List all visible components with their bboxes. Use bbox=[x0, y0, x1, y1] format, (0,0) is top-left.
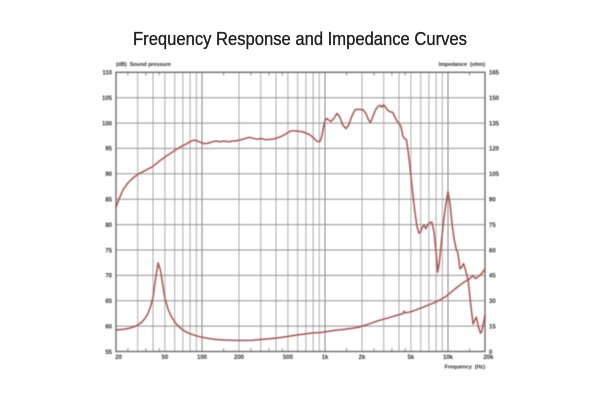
svg-text:65: 65 bbox=[105, 299, 112, 305]
svg-text:105: 105 bbox=[489, 172, 500, 178]
svg-text:110: 110 bbox=[102, 71, 112, 77]
svg-text:Impedance (ohm): Impedance (ohm) bbox=[439, 62, 485, 68]
svg-text:10k: 10k bbox=[443, 355, 454, 361]
svg-text:60: 60 bbox=[489, 248, 496, 254]
svg-text:2k: 2k bbox=[359, 355, 366, 361]
svg-text:500: 500 bbox=[283, 355, 294, 361]
svg-text:Frequency (Hz): Frequency (Hz) bbox=[444, 365, 485, 371]
svg-text:45: 45 bbox=[489, 274, 496, 280]
svg-text:105: 105 bbox=[102, 96, 113, 102]
svg-text:90: 90 bbox=[489, 198, 496, 204]
svg-text:75: 75 bbox=[105, 248, 112, 254]
svg-text:135: 135 bbox=[489, 121, 500, 127]
svg-text:20: 20 bbox=[115, 355, 122, 361]
svg-text:60: 60 bbox=[105, 324, 112, 330]
svg-text:165: 165 bbox=[489, 71, 500, 77]
svg-text:85: 85 bbox=[105, 198, 112, 204]
svg-text:0: 0 bbox=[489, 350, 493, 356]
svg-text:1k: 1k bbox=[322, 355, 329, 361]
svg-text:75: 75 bbox=[489, 223, 496, 229]
svg-text:200: 200 bbox=[234, 355, 245, 361]
svg-text:80: 80 bbox=[105, 223, 112, 229]
svg-text:15: 15 bbox=[489, 324, 496, 330]
svg-text:100: 100 bbox=[197, 355, 208, 361]
svg-text:20k: 20k bbox=[483, 355, 494, 361]
svg-text:(dB) Sound pressure: (dB) Sound pressure bbox=[116, 62, 171, 68]
svg-text:55: 55 bbox=[105, 350, 112, 356]
svg-text:30: 30 bbox=[489, 299, 496, 305]
svg-text:95: 95 bbox=[105, 147, 112, 153]
svg-text:100: 100 bbox=[102, 121, 113, 127]
svg-text:50: 50 bbox=[162, 355, 169, 361]
svg-text:70: 70 bbox=[105, 274, 112, 280]
svg-text:5k: 5k bbox=[408, 355, 415, 361]
svg-text:150: 150 bbox=[489, 96, 500, 102]
svg-text:120: 120 bbox=[489, 147, 500, 153]
svg-text:90: 90 bbox=[105, 172, 112, 178]
